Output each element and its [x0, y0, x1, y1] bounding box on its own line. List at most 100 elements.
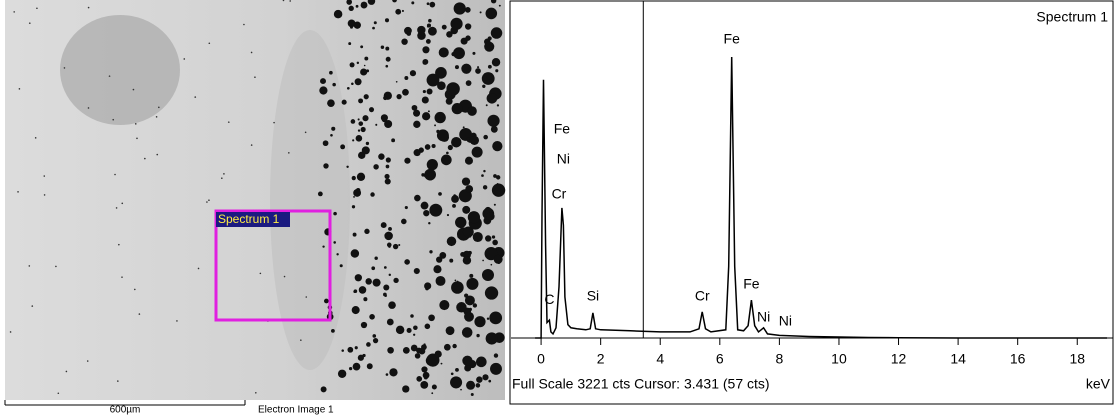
- pore: [351, 82, 354, 86]
- pore: [395, 80, 398, 83]
- pore: [428, 221, 431, 225]
- pore: [495, 175, 501, 180]
- pore: [464, 311, 474, 322]
- pore: [330, 133, 333, 137]
- spectrum-frame: [509, 0, 1114, 405]
- pore: [356, 172, 366, 181]
- speck: [28, 22, 31, 24]
- pore: [483, 169, 486, 173]
- pore: [439, 300, 450, 311]
- pore: [355, 135, 363, 142]
- pore: [426, 158, 438, 171]
- pore: [467, 250, 472, 255]
- pore: [454, 279, 457, 282]
- pore: [398, 243, 401, 246]
- pore: [352, 139, 355, 142]
- pore: [424, 323, 431, 330]
- pore: [422, 58, 429, 65]
- speck: [87, 6, 90, 9]
- pore: [385, 64, 389, 68]
- pore: [435, 275, 446, 286]
- pore: [384, 119, 393, 129]
- pore: [362, 353, 366, 358]
- pore: [471, 146, 483, 158]
- pore: [469, 273, 474, 278]
- pore: [428, 18, 432, 23]
- pore: [389, 368, 398, 377]
- speck: [288, 152, 290, 154]
- pore: [482, 259, 484, 262]
- speck: [206, 201, 208, 203]
- pore: [346, 0, 353, 5]
- x-tick-label: 4: [656, 351, 664, 367]
- x-axis-label: keV: [1086, 376, 1111, 392]
- pore: [388, 227, 392, 231]
- pore: [433, 265, 442, 274]
- pore: [446, 82, 460, 96]
- pore: [464, 23, 472, 30]
- speck: [221, 177, 223, 180]
- pore: [493, 353, 499, 358]
- pore: [464, 6, 471, 13]
- pore: [486, 317, 490, 320]
- speck: [132, 88, 135, 91]
- pore: [402, 88, 409, 96]
- speck: [208, 199, 210, 202]
- pore: [388, 245, 391, 248]
- pore: [358, 121, 364, 126]
- pore: [464, 156, 473, 165]
- pore: [492, 239, 498, 246]
- pore: [350, 249, 360, 258]
- pore: [347, 346, 354, 353]
- speck: [18, 88, 21, 90]
- footer: Full Scale 3221 cts Cursor: 3.431 (57 ct…: [512, 376, 770, 392]
- speck: [273, 121, 275, 124]
- pore: [413, 267, 420, 275]
- speck: [31, 305, 34, 307]
- pore: [410, 314, 414, 318]
- pore: [317, 191, 323, 197]
- pore: [426, 25, 430, 28]
- pore: [385, 46, 390, 51]
- pore: [469, 364, 473, 368]
- x-tick-label: 8: [775, 351, 783, 367]
- speck: [138, 313, 141, 315]
- pore: [491, 183, 506, 197]
- pore: [427, 110, 430, 113]
- pore: [456, 302, 467, 313]
- speck: [28, 265, 31, 267]
- pore: [388, 273, 391, 277]
- pore: [348, 5, 354, 12]
- pore: [323, 298, 329, 304]
- pore: [393, 277, 399, 284]
- pore: [360, 45, 364, 49]
- pore: [481, 174, 484, 177]
- pore: [346, 86, 350, 90]
- pore: [354, 274, 362, 282]
- pore: [374, 256, 378, 260]
- pore: [416, 376, 423, 382]
- peak-label: Si: [587, 288, 599, 304]
- pore: [392, 0, 397, 3]
- pore: [351, 306, 360, 315]
- pore: [490, 263, 493, 266]
- pore: [467, 211, 481, 224]
- pore: [474, 316, 486, 328]
- region-label: Spectrum 1: [218, 212, 280, 226]
- pore: [464, 364, 472, 372]
- pore: [322, 245, 325, 248]
- pore: [482, 185, 488, 190]
- pore: [486, 212, 495, 221]
- pore: [392, 243, 399, 250]
- pore: [360, 1, 368, 9]
- pore: [462, 226, 474, 238]
- speck: [86, 360, 89, 362]
- speck: [254, 76, 256, 78]
- speck: [43, 175, 46, 177]
- pore: [462, 205, 471, 214]
- pore: [333, 9, 343, 19]
- speck: [121, 202, 124, 205]
- pore: [429, 203, 443, 217]
- speck: [305, 296, 308, 298]
- pore: [354, 346, 358, 350]
